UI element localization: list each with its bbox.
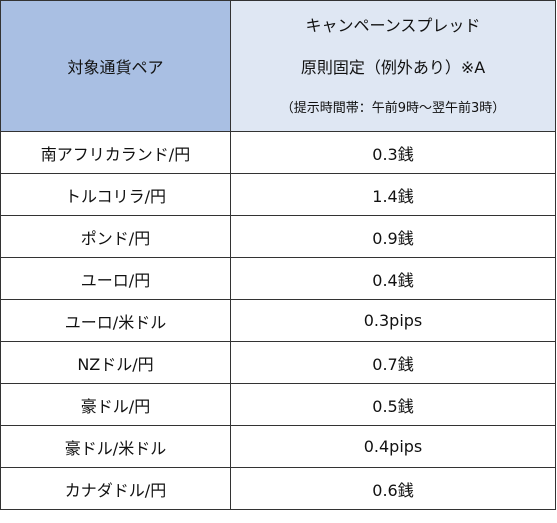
table-row: トルコリラ/円 1.4銭 <box>0 173 556 216</box>
currency-pair-cell: NZドル/円 <box>0 341 231 384</box>
currency-pair-cell: カナダドル/円 <box>0 467 231 510</box>
spread-value-cell: 1.4銭 <box>230 173 556 216</box>
spread-value-cell: 0.9銭 <box>230 215 556 258</box>
currency-pair-cell: ユーロ/米ドル <box>0 299 231 342</box>
spread-value-cell: 0.3pips <box>230 299 556 342</box>
currency-pair-cell: 豪ドル/米ドル <box>0 425 231 468</box>
fixed-principle-note: 原則固定（例外あり）※A <box>300 58 486 77</box>
table-row: NZドル/円 0.7銭 <box>0 341 556 384</box>
table-row: 豪ドル/円 0.5銭 <box>0 383 556 426</box>
currency-pair-cell: 豪ドル/円 <box>0 383 231 426</box>
table-row: ポンド/円 0.9銭 <box>0 215 556 258</box>
table-row: 南アフリカランド/円 0.3銭 <box>0 131 556 174</box>
spread-value-cell: 0.5銭 <box>230 383 556 426</box>
table-row: ユーロ/米ドル 0.3pips <box>0 299 556 342</box>
spread-value-cell: 0.3銭 <box>230 131 556 174</box>
campaign-spread-title: キャンペーンスプレッド <box>305 16 481 35</box>
header-row: 対象通貨ペア キャンペーンスプレッド 原則固定（例外あり）※A （提示時間帯：午… <box>0 0 556 132</box>
table-row: 豪ドル/米ドル 0.4pips <box>0 425 556 468</box>
spread-value-cell: 0.6銭 <box>230 467 556 510</box>
currency-pair-cell: トルコリラ/円 <box>0 173 231 216</box>
spread-table: 対象通貨ペア キャンペーンスプレッド 原則固定（例外あり）※A （提示時間帯：午… <box>0 0 556 510</box>
campaign-spread-header: キャンペーンスプレッド 原則固定（例外あり）※A （提示時間帯：午前9時～翌午前… <box>230 0 556 132</box>
spread-value-cell: 0.7銭 <box>230 341 556 384</box>
currency-pair-cell: ポンド/円 <box>0 215 231 258</box>
table-row: ユーロ/円 0.4銭 <box>0 257 556 300</box>
spread-value-cell: 0.4銭 <box>230 257 556 300</box>
offer-hours-note: （提示時間帯：午前9時～翌午前3時） <box>280 101 506 116</box>
spread-value-cell: 0.4pips <box>230 425 556 468</box>
currency-pair-cell: ユーロ/円 <box>0 257 231 300</box>
table-row: カナダドル/円 0.6銭 <box>0 467 556 510</box>
currency-pair-header: 対象通貨ペア <box>0 0 231 132</box>
currency-pair-cell: 南アフリカランド/円 <box>0 131 231 174</box>
